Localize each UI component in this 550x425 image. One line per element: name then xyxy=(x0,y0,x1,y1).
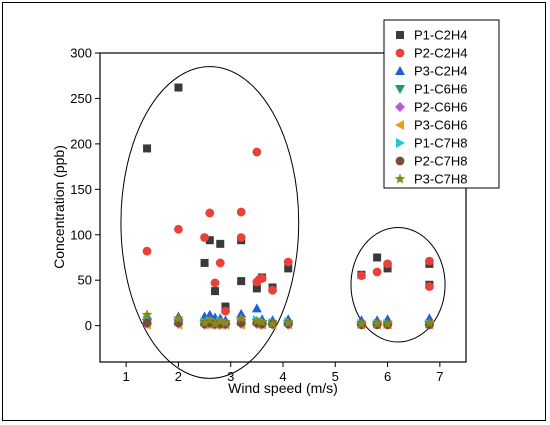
point-P3-C7H8-8 xyxy=(251,315,263,326)
point-P3-C7H8-6 xyxy=(220,317,231,328)
legend-label-P2-C7H8: P2-C7H8 xyxy=(414,154,467,169)
y-axis-title: Concentration (ppb) xyxy=(51,145,67,269)
y-tick-label-0: 0 xyxy=(85,318,92,333)
point-P3-C7H8-10 xyxy=(267,318,278,329)
point-P3-C2H4-8 xyxy=(251,303,262,313)
legend-label-P1-C2H4: P1-C2H4 xyxy=(414,28,467,43)
annotation-ellipse-1 xyxy=(350,226,446,343)
point-P1-C2H4-6 xyxy=(221,302,230,311)
legend-marker-P1-C7H8 xyxy=(396,138,405,148)
point-P1-C2H4-15 xyxy=(383,264,392,273)
point-P3-C7H8-4 xyxy=(209,318,221,329)
point-P1-C2H4-0 xyxy=(143,144,152,153)
point-P2-C2H4-19 xyxy=(425,256,434,266)
point-P3-C2H4-3 xyxy=(204,309,215,319)
point-P2-C7H8-0 xyxy=(142,318,152,328)
point-P2-C2H4-17 xyxy=(383,259,392,269)
legend-label-P2-C6H6: P2-C6H6 xyxy=(414,100,467,115)
series-P2-C2H4 xyxy=(142,147,434,316)
point-P3-C7H8-12 xyxy=(356,318,367,329)
legend-label-P1-C6H6: P1-C6H6 xyxy=(414,82,467,97)
point-P1-C2H4-5 xyxy=(216,239,225,248)
legend-marker-P1-C2H4 xyxy=(396,31,404,39)
point-P1-C2H4-3 xyxy=(205,236,214,245)
y-tick-label-4: 200 xyxy=(70,136,92,151)
point-P3-C7H8-14 xyxy=(382,318,393,329)
point-P2-C2H4-7 xyxy=(236,207,246,217)
point-P3-C7H8-7 xyxy=(235,312,247,323)
y-tick-label-2: 100 xyxy=(70,227,92,242)
point-P1-C2H4-7 xyxy=(237,277,246,286)
point-P2-C2H4-4 xyxy=(210,278,220,288)
point-P2-C2H4-12 xyxy=(257,273,267,283)
legend-marker-P1-C6H6 xyxy=(395,85,405,94)
legend-label-P2-C2H4: P2-C2H4 xyxy=(414,46,467,61)
annotation-layer xyxy=(120,66,446,379)
data-points xyxy=(141,83,435,330)
point-P3-C7H8-1 xyxy=(173,312,184,323)
point-P2-C2H4-1 xyxy=(174,224,183,234)
point-P1-C2H4-12 xyxy=(284,264,293,273)
point-P2-C2H4-6 xyxy=(221,306,230,316)
point-P1-C2H4-14 xyxy=(373,253,382,262)
x-tick-label-2: 3 xyxy=(227,369,234,384)
point-P3-C7H8-11 xyxy=(282,317,294,328)
point-P2-C2H4-9 xyxy=(252,147,262,157)
legend-label-P3-C7H8: P3-C7H8 xyxy=(414,172,467,187)
point-P1-C2H4-1 xyxy=(174,83,183,92)
point-P3-C7H8-0 xyxy=(141,309,153,320)
x-tick-label-0: 1 xyxy=(123,369,130,384)
point-P3-C7H8-13 xyxy=(371,318,383,329)
point-P2-C2H4-14 xyxy=(283,257,293,267)
legend-marker-P3-C6H6 xyxy=(395,120,404,130)
legend-marker-P3-C7H8 xyxy=(394,173,406,184)
x-tick-label-3: 4 xyxy=(279,369,286,384)
x-tick-label-6: 7 xyxy=(436,369,443,384)
point-P2-C2H4-16 xyxy=(372,267,382,277)
x-axis-title: Wind speed (m/s) xyxy=(228,380,338,396)
point-P2-C2H4-2 xyxy=(200,233,209,242)
point-P2-C2H4-5 xyxy=(215,258,225,268)
point-P3-C7H8-9 xyxy=(256,316,268,327)
point-P2-C2H4-3 xyxy=(205,208,215,218)
legend-label-P1-C7H8: P1-C7H8 xyxy=(414,136,467,151)
point-P1-C2H4-4 xyxy=(211,287,220,296)
annotation-ellipse-0 xyxy=(120,66,300,379)
series-P3-C7H8 xyxy=(141,309,435,329)
legend-marker-P2-C7H8 xyxy=(395,156,405,166)
point-P1-C2H4-2 xyxy=(200,258,209,267)
point-P2-C2H4-0 xyxy=(142,246,152,256)
y-tick-label-1: 50 xyxy=(78,273,92,288)
point-P2-C2H4-15 xyxy=(357,271,366,281)
point-P1-C2H4-9 xyxy=(252,284,261,293)
x-tick-label-5: 6 xyxy=(384,369,391,384)
legend-label-P3-C2H4: P3-C2H4 xyxy=(414,64,467,79)
y-tick-label-5: 250 xyxy=(70,91,92,106)
axis-ticks: 1 2 3 4 5 6 7 0 50 100 150 200 250 300 xyxy=(70,46,443,385)
legend-marker-P2-C6H6 xyxy=(395,102,405,112)
point-P2-C2H4-18 xyxy=(425,282,434,291)
y-tick-label-6: 300 xyxy=(70,46,92,61)
x-tick-label-1: 2 xyxy=(175,369,182,384)
point-P3-C7H8-2 xyxy=(199,317,210,328)
point-P3-C7H8-15 xyxy=(424,317,435,328)
point-P2-C2H4-8 xyxy=(236,233,246,242)
x-tick-label-4: 5 xyxy=(332,369,339,384)
legend: P1-C2H4 P2-C2H4 P3-C2H4 P1-C6H6 P2-C6H6 P3-C6… xyxy=(383,19,500,189)
y-tick-label-3: 150 xyxy=(70,182,92,197)
legend-marker-P3-C2H4 xyxy=(395,66,405,75)
legend-marker-P2-C2H4 xyxy=(395,48,405,58)
legend-label-P3-C6H6: P3-C6H6 xyxy=(414,118,467,133)
point-P2-C2H4-13 xyxy=(268,285,277,295)
